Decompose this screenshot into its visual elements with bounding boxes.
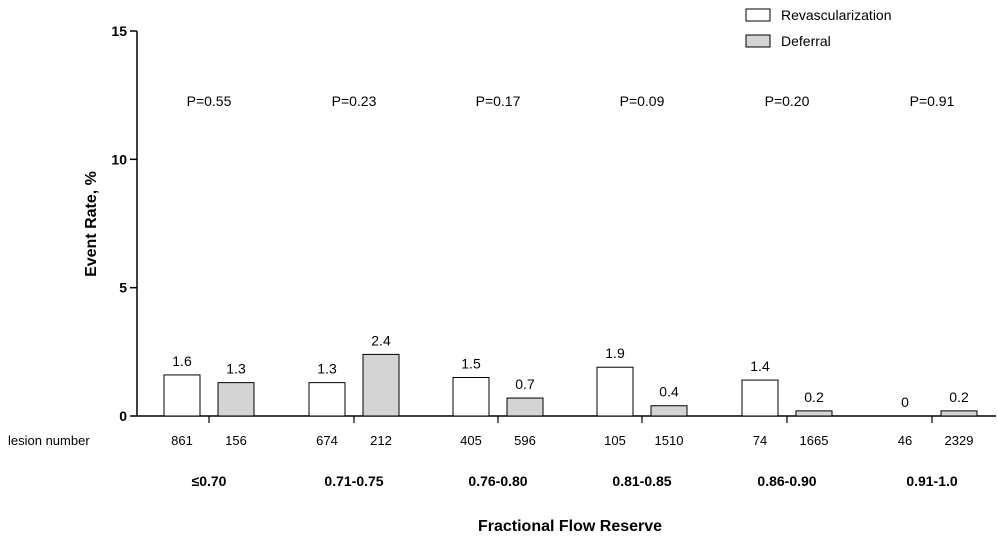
y-tick-label: 5 [119, 280, 127, 296]
data-label-deferral: 0.7 [515, 376, 535, 392]
bar-deferral [795, 410, 833, 417]
p-value-label: P=0.09 [620, 93, 665, 109]
p-value-label: P=0.23 [332, 93, 377, 109]
lesion-count-deferral: 1665 [800, 433, 829, 448]
data-label-deferral: 0.2 [804, 389, 824, 405]
ffr-range-label: 0.91-1.0 [906, 473, 958, 489]
bar-revascularization [741, 379, 779, 417]
y-tick-label: 0 [119, 408, 127, 424]
lesion-count-revascularization: 405 [460, 433, 482, 448]
lesion-count-revascularization: 105 [604, 433, 626, 448]
data-label-deferral: 1.3 [226, 361, 246, 377]
bars [163, 353, 978, 417]
p-value-label: P=0.20 [765, 93, 810, 109]
y-axis-title: Event Rate, % [83, 171, 100, 277]
x-axis-title: Fractional Flow Reserve [478, 518, 662, 535]
data-label-deferral: 0.4 [659, 384, 679, 400]
bar-deferral [650, 405, 688, 417]
lesion-count-deferral: 2329 [945, 433, 974, 448]
data-label-deferral: 0.2 [949, 389, 969, 405]
data-label-revascularization: 1.5 [461, 356, 481, 372]
legend-label-revascularization: Revascularization [781, 7, 892, 23]
labels: lesion number 1.6 1.3 861 156 ≤0.70 P=0.55 1.3 2… [8, 93, 973, 489]
bar-deferral [940, 410, 978, 417]
legend-label-deferral: Deferral [781, 33, 831, 49]
bar-deferral [506, 397, 544, 417]
data-label-revascularization: 1.9 [605, 345, 625, 361]
data-label-deferral: 2.4 [371, 332, 391, 348]
lesion-count-deferral: 156 [225, 433, 247, 448]
data-label-revascularization: 1.3 [317, 361, 337, 377]
bar-deferral [362, 353, 400, 417]
ffr-range-label: ≤0.70 [192, 473, 227, 489]
bar-revascularization [452, 377, 490, 417]
ffr-range-label: 0.71-0.75 [324, 473, 383, 489]
p-value-label: P=0.17 [476, 93, 521, 109]
y-tick-label: 10 [111, 151, 127, 167]
lesion-count-revascularization: 74 [753, 433, 767, 448]
lesion-number-label: lesion number [8, 433, 90, 448]
p-value-label: P=0.91 [910, 93, 955, 109]
ffr-range-label: 0.76-0.80 [468, 473, 527, 489]
bar-deferral [217, 382, 255, 417]
lesion-count-deferral: 212 [370, 433, 392, 448]
lesion-count-revascularization: 861 [171, 433, 193, 448]
data-label-revascularization: 1.6 [172, 353, 192, 369]
legend-swatch-deferral [745, 34, 771, 48]
ffr-range-label: 0.86-0.90 [757, 473, 816, 489]
lesion-count-deferral: 596 [514, 433, 536, 448]
ffr-range-label: 0.81-0.85 [612, 473, 671, 489]
y-tick-label: 15 [111, 23, 127, 39]
axes: 0 5 10 15 Event Rate, % Fractional Flow Reser… [83, 23, 996, 535]
bar-revascularization [163, 374, 201, 417]
legend-swatch-revascularization [745, 8, 771, 22]
bar-revascularization [308, 382, 346, 417]
lesion-count-deferral: 1510 [655, 433, 684, 448]
lesion-count-revascularization: 46 [898, 433, 912, 448]
data-label-revascularization: 1.4 [750, 358, 770, 374]
data-label-revascularization: 0 [901, 394, 909, 410]
legend[interactable]: Revascularization Deferral [745, 7, 892, 49]
bar-revascularization [596, 366, 634, 417]
p-value-label: P=0.55 [187, 93, 232, 109]
lesion-count-revascularization: 674 [316, 433, 338, 448]
